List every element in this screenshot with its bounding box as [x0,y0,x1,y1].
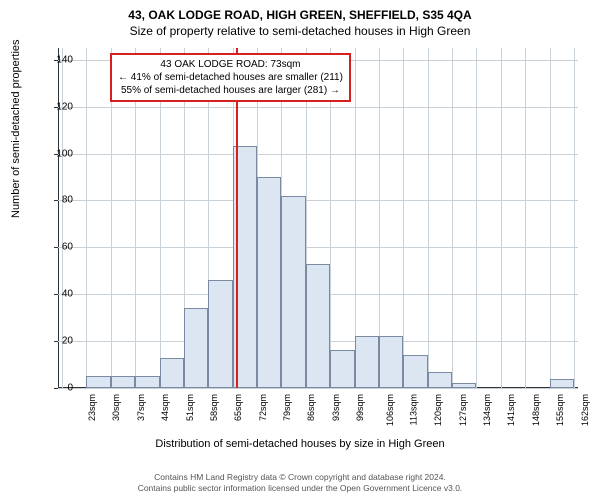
info-box-line: ← 41% of semi-detached houses are smalle… [118,71,343,84]
xtick-label: 99sqm [355,394,365,421]
histogram-bar [379,336,403,388]
xtick-label: 86sqm [306,394,316,421]
histogram-bar [111,376,135,388]
xtick-label: 120sqm [433,394,443,426]
xtick-label: 141sqm [507,394,517,426]
ytick-label: 0 [67,383,73,394]
ytick-mark [54,200,58,201]
xtick-label: 162sqm [580,394,590,426]
footer-attribution: Contains HM Land Registry data © Crown c… [0,472,600,494]
xtick-label: 155sqm [555,394,565,426]
xtick-label: 58sqm [209,394,219,421]
ytick-mark [54,294,58,295]
ytick-label: 40 [62,289,73,300]
histogram-bar [428,372,452,388]
gridline-vertical [452,48,453,388]
histogram-bar [452,383,476,388]
ytick-mark [54,247,58,248]
xtick-label: 37sqm [136,394,146,421]
xtick-label: 93sqm [331,394,341,421]
xtick-label: 134sqm [482,394,492,426]
gridline-vertical [403,48,404,388]
xtick-label: 30sqm [111,394,121,421]
page-title-address: 43, OAK LODGE ROAD, HIGH GREEN, SHEFFIEL… [0,0,600,22]
gridline-vertical [525,48,526,388]
histogram-bar [208,280,232,388]
ytick-mark [54,341,58,342]
histogram-bar [306,264,330,388]
y-axis-label: Number of semi-detached properties [10,39,22,218]
xtick-label: 51sqm [185,394,195,421]
gridline-vertical [550,48,551,388]
ytick-label: 60 [62,242,73,253]
xtick-label: 79sqm [282,394,292,421]
histogram-bar [550,379,574,388]
gridline-vertical [428,48,429,388]
histogram-bar [330,350,354,388]
ytick-label: 20 [62,336,73,347]
footer-line-1: Contains HM Land Registry data © Crown c… [0,472,600,483]
histogram-bar [355,336,379,388]
gridline-vertical [476,48,477,388]
gridline-vertical [501,48,502,388]
histogram-bar [86,376,110,388]
info-box-line: 43 OAK LODGE ROAD: 73sqm [118,58,343,71]
xtick-label: 148sqm [531,394,541,426]
xtick-label: 44sqm [160,394,170,421]
xtick-label: 106sqm [385,394,395,426]
histogram-bar [160,358,184,388]
histogram-bar [281,196,305,388]
histogram-bar [403,355,427,388]
histogram-chart: 43 OAK LODGE ROAD: 73sqm← 41% of semi-de… [58,48,578,388]
histogram-bar [184,308,208,388]
ytick-label: 80 [62,195,73,206]
footer-line-2: Contains public sector information licen… [0,483,600,494]
xtick-label: 127sqm [458,394,468,426]
gridline-vertical [86,48,87,388]
gridline-vertical [574,48,575,388]
xtick-label: 65sqm [233,394,243,421]
ytick-label: 100 [56,148,73,159]
ytick-mark [54,388,58,389]
ytick-label: 120 [56,101,73,112]
info-box: 43 OAK LODGE ROAD: 73sqm← 41% of semi-de… [110,53,351,102]
xtick-label: 23sqm [87,394,97,421]
histogram-bar [257,177,281,388]
x-axis-label: Distribution of semi-detached houses by … [0,438,600,450]
page-title-subtitle: Size of property relative to semi-detach… [0,22,600,44]
info-box-line: 55% of semi-detached houses are larger (… [118,84,343,97]
gridline-horizontal [58,388,578,389]
ytick-label: 140 [56,54,73,65]
histogram-bar [135,376,159,388]
xtick-label: 113sqm [408,394,418,425]
xtick-label: 72sqm [258,394,268,421]
